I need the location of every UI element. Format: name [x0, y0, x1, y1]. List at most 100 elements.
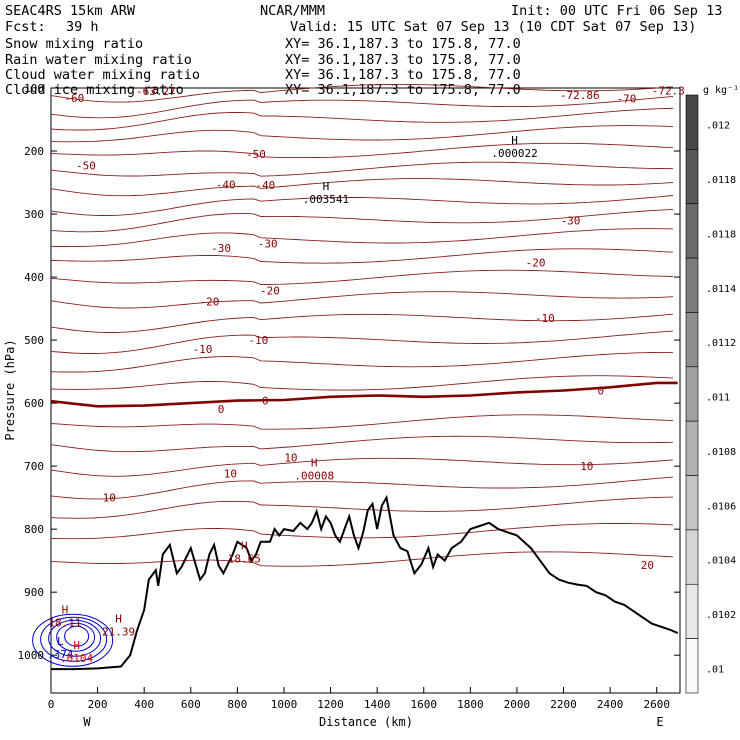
isotherm-line — [50, 457, 674, 477]
org-title: NCAR/MMM — [260, 3, 325, 19]
contour-label: -72.86 — [560, 89, 600, 102]
colorbar: .012 .0118 .0118 .0114 .0112 .011 .0108 .0106 .0… — [685, 94, 736, 694]
contour-label: 0 — [597, 385, 604, 398]
field-name: Snow mixing ratio — [5, 36, 143, 52]
y-tick-label: 600 — [24, 397, 44, 410]
isotherm-line — [50, 551, 674, 567]
colorbar-label: .0118 — [706, 175, 736, 186]
y-tick-label: 800 — [24, 523, 44, 536]
extremum-value: 18.65 — [228, 553, 261, 566]
field-name: Rain water mixing ratio — [5, 52, 192, 68]
cloud-water-contour — [48, 619, 102, 657]
extremum-marker: H21.39 — [102, 613, 135, 639]
extremum-value: .374 — [47, 648, 74, 661]
colorbar-label: .0114 — [706, 284, 736, 295]
init-time: Init: 00 UTC Fri 06 Sep 13 — [511, 3, 722, 19]
field-xy: XY= 36.1,187.3 to 175.8, 77.0 — [285, 36, 521, 52]
contour-label: -30 — [211, 242, 231, 255]
x-tick-label: 2600 — [643, 698, 670, 711]
colorbar-swatch — [685, 366, 699, 422]
contour-label: -10 — [192, 343, 212, 356]
y-tick-label: 200 — [24, 145, 44, 158]
x-tick-label: 2200 — [550, 698, 577, 711]
extremum-value: 21.39 — [102, 626, 135, 639]
extremum-kind: L — [57, 635, 64, 648]
valid-time: Valid: 15 UTC Sat 07 Sep 13 (10 CDT Sat … — [290, 19, 696, 35]
axis-ticks: 0 200 400 600 800 1000 1200 1400 1600 1800 2000 220… — [18, 82, 680, 711]
contour-label: -70 — [616, 93, 636, 106]
x-tick-label: 1800 — [457, 698, 484, 711]
contour-label: -50 — [246, 148, 266, 161]
colorbar-swatch — [685, 529, 699, 585]
colorbar-label: .0108 — [706, 447, 736, 458]
colorbar-swatch — [685, 420, 699, 476]
x-tick-label: 1200 — [317, 698, 344, 711]
contour-label: 10 — [103, 492, 116, 505]
y-tick-label: 700 — [24, 460, 44, 473]
contour-label: -40 — [255, 179, 275, 192]
field-xy: XY= 36.1,187.3 to 175.8, 77.0 — [285, 52, 521, 68]
field-xy: XY= 36.1,187.3 to 175.8, 77.0 — [285, 67, 521, 83]
contour-label: 10 — [224, 468, 237, 481]
isotherm-line — [50, 313, 674, 333]
extremum-kind: H — [73, 639, 80, 652]
colorbar-swatch — [685, 312, 699, 368]
x-tick-label: 2400 — [597, 698, 624, 711]
extremum-marker: H.003541 — [303, 180, 349, 206]
terrain-line — [51, 494, 679, 671]
colorbar-label: .0102 — [706, 610, 736, 621]
isotherm-line — [50, 351, 673, 373]
colorbar-unit: g kg⁻¹ — [703, 85, 739, 96]
isotherm-line — [50, 291, 674, 309]
contour-label: 10 — [284, 451, 297, 464]
isotherm-line — [50, 269, 674, 286]
y-axis-label: Pressure (hPa) — [3, 339, 17, 440]
colorbar-swatch — [685, 94, 699, 150]
colorbar-label: .01 — [706, 664, 724, 675]
colorbar-swatch — [685, 638, 699, 694]
extremum-marker: H.0104 — [60, 639, 93, 665]
extremum-value: .000022 — [491, 147, 537, 160]
x-tick-label: 1600 — [410, 698, 437, 711]
forecast-label: Fcst: — [5, 19, 46, 35]
contour-label: -40 — [216, 178, 236, 191]
east-label: E — [656, 715, 663, 729]
y-tick-label: 100 — [24, 82, 44, 95]
contour-label: -20 — [260, 284, 280, 297]
colorbar-swatch — [685, 475, 699, 531]
isotherm-line — [50, 414, 674, 430]
west-label: W — [83, 715, 91, 729]
extremum-value: 18.11 — [48, 616, 81, 629]
plot-frame — [50, 87, 681, 694]
isotherm-line — [50, 142, 674, 159]
extremum-marker: H.00008 — [294, 456, 334, 482]
extremum-kind: H — [511, 134, 518, 147]
contour-label: -63.27 — [136, 85, 176, 98]
y-tick-label: 400 — [24, 271, 44, 284]
extremum-kind: H — [311, 456, 318, 469]
colorbar-swatch — [685, 583, 699, 639]
field-legend: Snow mixing ratio XY= 36.1,187.3 to 175.… — [5, 36, 521, 98]
contour-label: -72.3 — [652, 85, 685, 98]
field-name: Cloud water mixing ratio — [5, 67, 200, 83]
contour-label: -50 — [76, 160, 96, 173]
isotherm-line — [50, 161, 673, 177]
cloud-water-contour — [64, 625, 90, 647]
extremum-value: .003541 — [303, 193, 349, 206]
extremum-value: .00008 — [294, 469, 334, 482]
colorbar-swatch — [685, 257, 699, 313]
field-name: Cloud ice mixing ratio — [5, 82, 184, 98]
isotherm-line — [50, 208, 674, 233]
isotherm-line — [50, 496, 674, 519]
x-tick-label: 1400 — [364, 698, 391, 711]
colorbar-swatch — [685, 203, 699, 259]
contour-label: 0 — [218, 403, 225, 416]
isotherm-line — [50, 228, 674, 248]
temperature-contours — [50, 83, 674, 567]
x-tick-label: 200 — [88, 698, 108, 711]
isotherm-line — [50, 83, 674, 103]
extremum-kind: H — [62, 603, 69, 616]
contour-label: 20 — [641, 559, 654, 572]
cloud-water-contour — [40, 616, 108, 662]
